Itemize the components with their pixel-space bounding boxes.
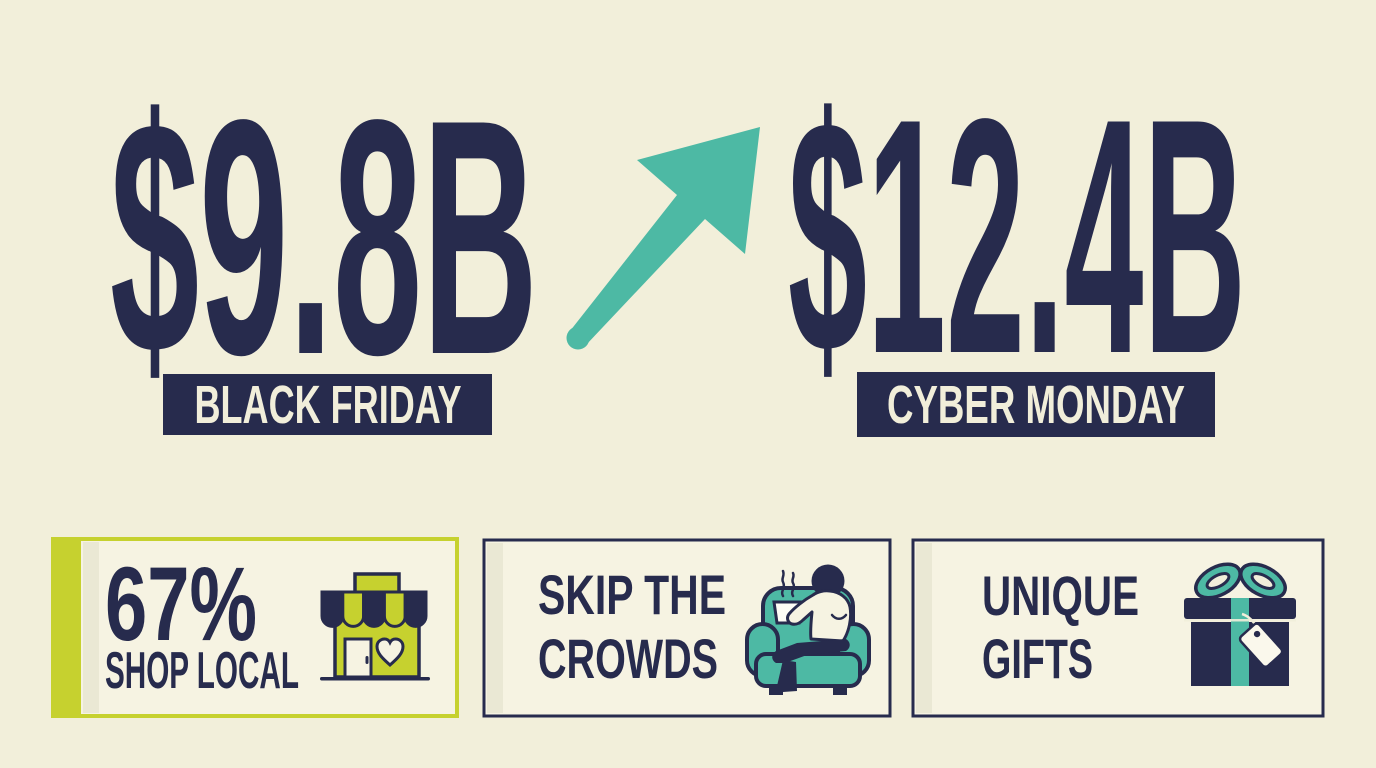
shop-local-card: 67% SHOP LOCAL bbox=[51, 537, 459, 718]
awning-stripe bbox=[341, 590, 366, 628]
shop-local-label: SHOP LOCAL bbox=[105, 642, 299, 700]
black-friday-badge: BLACK FRIDAY bbox=[163, 374, 492, 435]
storefront-door-handle bbox=[365, 656, 369, 664]
card-fold-shade bbox=[916, 543, 932, 713]
person-elbow-line bbox=[830, 613, 848, 620]
black-friday-label: BLACK FRIDAY bbox=[195, 375, 462, 435]
gift-bow bbox=[1194, 562, 1287, 600]
growth-arrow-icon bbox=[566, 127, 760, 350]
armchair-foot bbox=[769, 684, 783, 695]
storefront-awning bbox=[320, 590, 428, 628]
skip-crowds-line2: CROWDS bbox=[538, 627, 718, 690]
storefront-heart-icon bbox=[320, 572, 430, 681]
awning-stripe bbox=[320, 590, 345, 628]
skip-crowds-line1: SKIP THE bbox=[538, 563, 726, 626]
card-fold-shade bbox=[487, 543, 503, 713]
coffee-steam bbox=[780, 569, 786, 598]
unique-gifts-line2: GIFTS bbox=[982, 627, 1093, 690]
price-tag bbox=[1238, 622, 1284, 669]
price-tag-hole bbox=[1253, 630, 1261, 638]
growth-arrow-tail bbox=[566, 326, 590, 350]
shop-local-card-accent-bar bbox=[51, 537, 81, 718]
unique-gifts-line1: UNIQUE bbox=[982, 564, 1139, 627]
skip-crowds-card: SKIP THE CROWDS bbox=[482, 538, 892, 718]
awning-stripe bbox=[362, 590, 386, 628]
card-fold-shade bbox=[83, 542, 99, 713]
coffee-steam bbox=[790, 571, 796, 598]
shop-local-stat: 67% bbox=[105, 546, 257, 663]
black-friday-amount: $9.8B bbox=[110, 50, 538, 424]
bow-right-hole bbox=[1250, 572, 1276, 590]
gift-tag-icon bbox=[1184, 562, 1296, 686]
person-crossed-leg bbox=[772, 639, 850, 663]
person-shirt bbox=[786, 589, 853, 643]
cyber-monday-badge-box bbox=[857, 372, 1215, 437]
bow-left-hole bbox=[1205, 572, 1231, 590]
black-friday-badge-box bbox=[163, 374, 492, 435]
armchair-foot bbox=[833, 684, 847, 695]
awning-stripe bbox=[382, 590, 407, 628]
awning-stripe bbox=[403, 590, 428, 628]
price-tag-body bbox=[1238, 622, 1284, 669]
unique-gifts-card: UNIQUE GIFTS bbox=[911, 538, 1325, 718]
armchair-coffee-icon bbox=[745, 564, 871, 695]
cyber-monday-label: CYBER MONDAY bbox=[887, 375, 1185, 435]
heart-icon bbox=[375, 637, 405, 667]
growth-arrow-shape bbox=[570, 127, 760, 345]
person-head bbox=[811, 564, 845, 598]
gift-lid-gap bbox=[1184, 619, 1296, 622]
cyber-monday-badge: CYBER MONDAY bbox=[857, 372, 1215, 437]
armchair-seat bbox=[754, 652, 862, 688]
cyber-monday-amount: $12.4B bbox=[788, 49, 1246, 423]
